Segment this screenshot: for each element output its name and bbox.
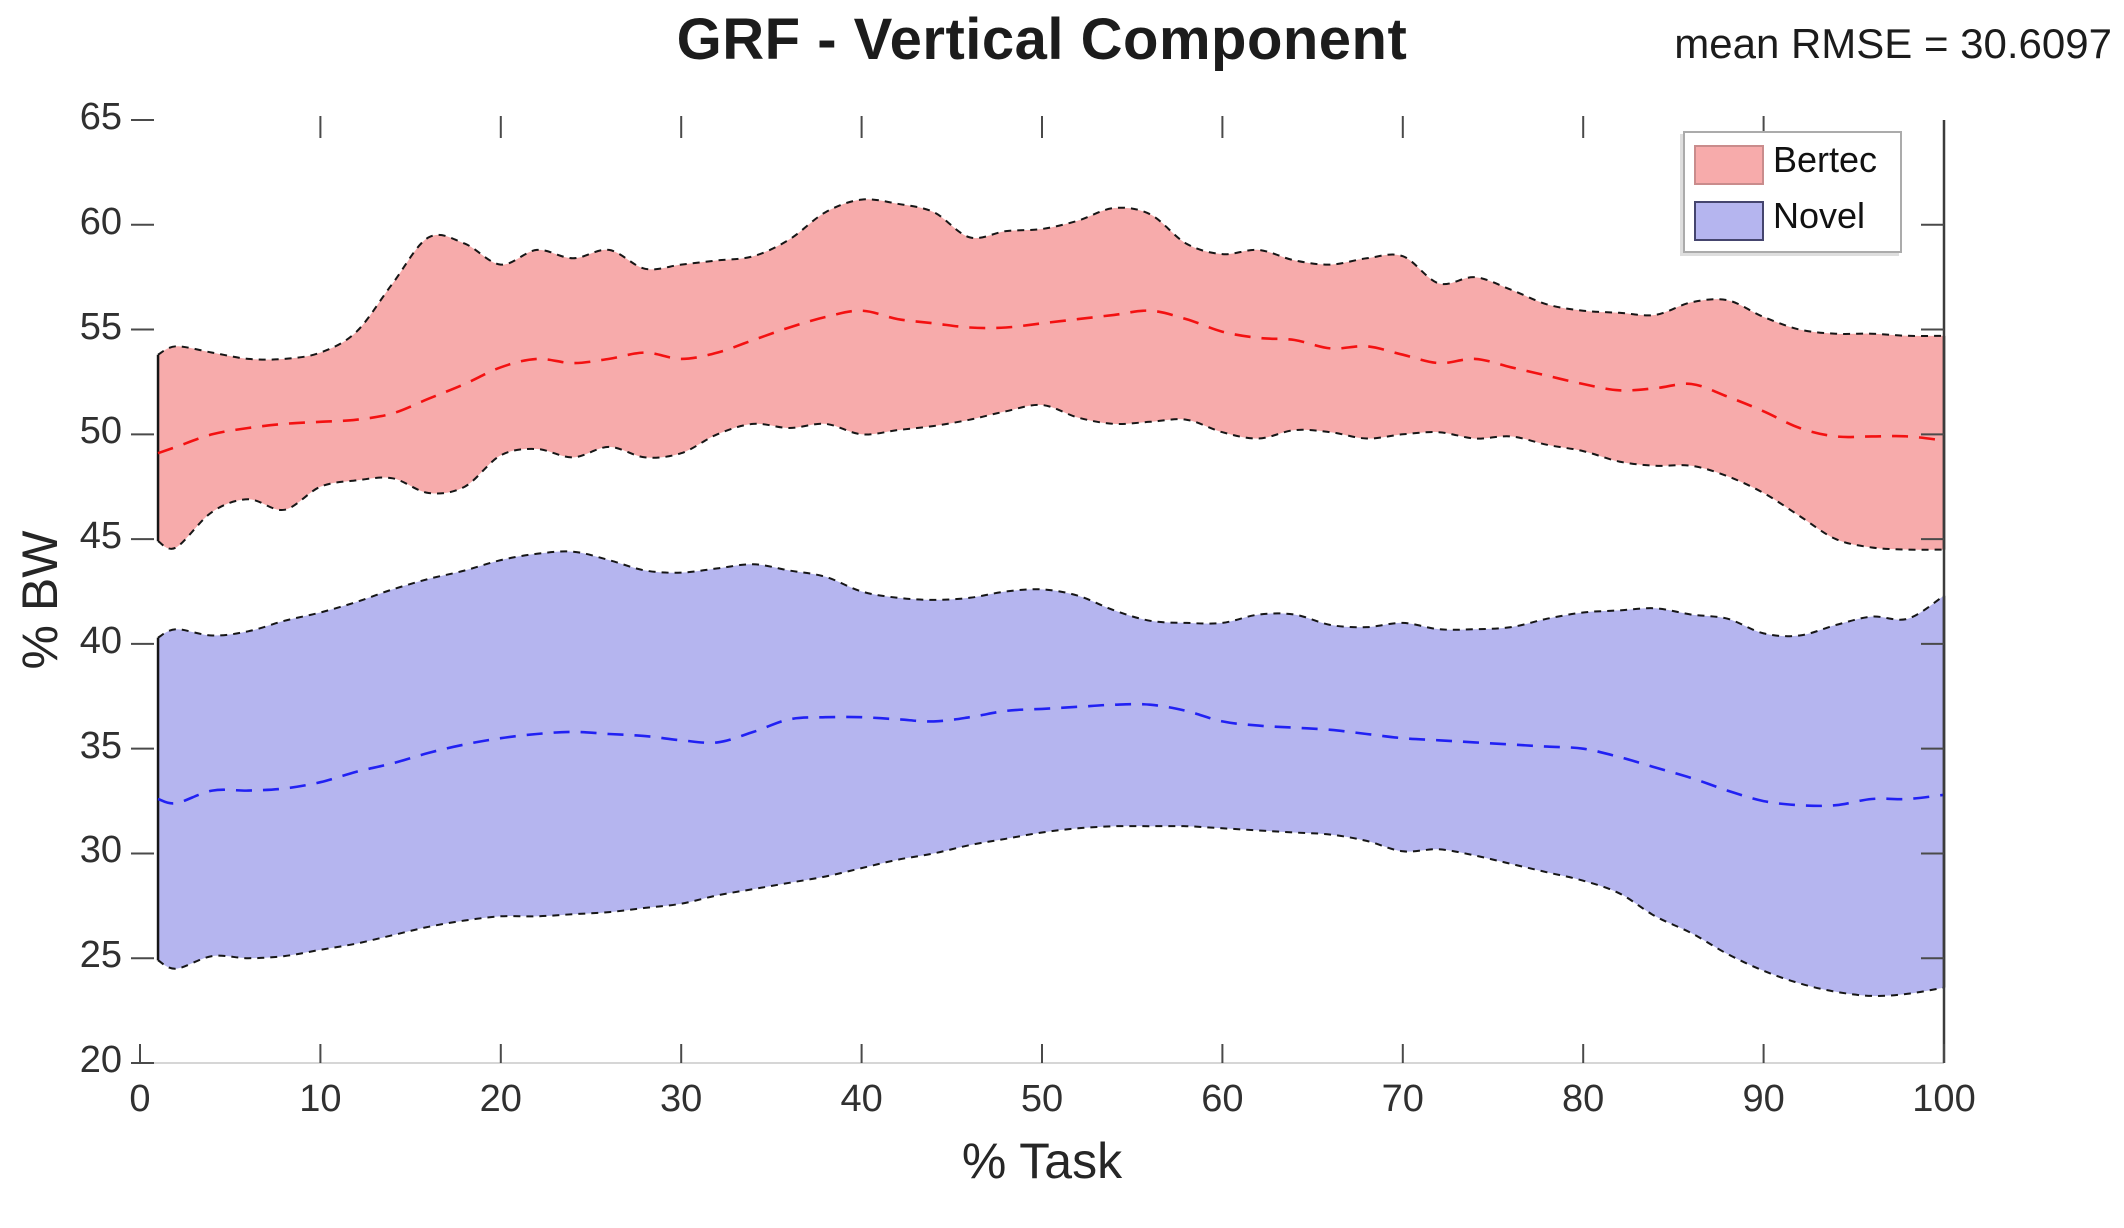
y-tick-label: 50 (79, 410, 122, 453)
x-axis-label: % Task (961, 1133, 1123, 1189)
x-tick-label: 90 (1742, 1078, 1785, 1120)
y-tick-label: 40 (79, 619, 122, 662)
x-tick-label: 60 (1201, 1078, 1244, 1120)
bertec-upper-bound-line (157, 198, 1945, 361)
novel-band (158, 551, 1944, 996)
bertec-mean-line (157, 309, 1945, 455)
x-tick-label: 10 (299, 1078, 342, 1120)
legend-row-novel: Novel (1685, 193, 1900, 249)
novel-upper-bound-line (157, 550, 1945, 639)
rmse-annotation: mean RMSE = 30.6097 (1674, 20, 2112, 67)
y-tick-label: 45 (79, 515, 122, 558)
x-tick-label: 80 (1562, 1078, 1605, 1120)
y-tick-label: 55 (79, 305, 122, 348)
bertec-lower-bound-line (157, 403, 1945, 551)
x-tick-label: 50 (1020, 1078, 1064, 1120)
y-tick-label: 25 (79, 934, 122, 977)
x-tick-label: 100 (1912, 1078, 1976, 1120)
y-tick-label: 30 (79, 829, 122, 872)
y-tick-label: 65 (79, 96, 122, 138)
bertec-swatch-icon (1694, 145, 1764, 185)
novel-swatch-icon (1694, 201, 1764, 241)
bertec-band (158, 199, 1944, 550)
novel-lower-bound-line (157, 825, 1945, 997)
legend-label-bertec: Bertec (1773, 139, 1878, 180)
x-tick-label: 0 (129, 1078, 151, 1120)
chart-title: GRF - Vertical Component (676, 7, 1408, 72)
y-tick-label: 60 (79, 200, 122, 243)
y-tick-label: 35 (79, 724, 122, 767)
legend-label-novel: Novel (1773, 195, 1866, 236)
x-tick-label: 30 (660, 1078, 703, 1120)
x-tick-label: 40 (840, 1078, 883, 1120)
novel-mean-line (157, 702, 1945, 808)
legend-row-bertec: Bertec (1685, 137, 1900, 193)
x-tick-label: 20 (479, 1078, 522, 1120)
x-tick-label: 70 (1381, 1078, 1424, 1120)
legend: Bertec Novel (1683, 131, 1902, 253)
y-tick-label: 20 (79, 1039, 122, 1081)
